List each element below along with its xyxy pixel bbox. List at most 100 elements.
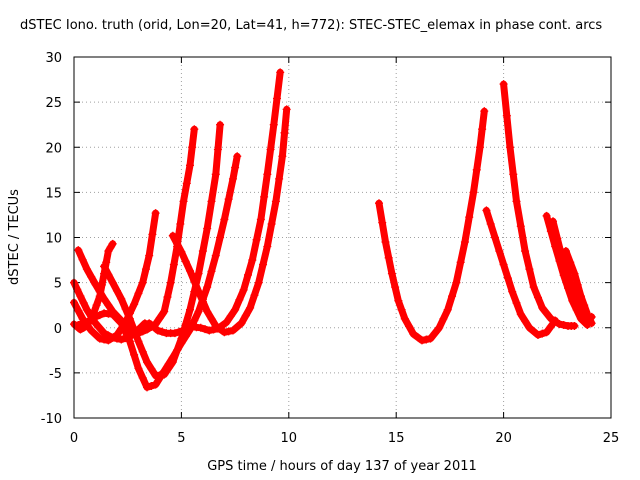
- data-point: [460, 238, 469, 247]
- data-point: [231, 163, 240, 172]
- data-point: [130, 350, 139, 359]
- series-6: [100, 120, 225, 380]
- data-point: [100, 262, 109, 271]
- data-point: [145, 319, 154, 328]
- data-point: [177, 247, 186, 256]
- data-point: [561, 265, 570, 274]
- data-point: [79, 298, 88, 307]
- data-point: [155, 313, 164, 322]
- data-point: [228, 174, 237, 183]
- data-point: [570, 269, 579, 278]
- x-axis-label: GPS time / hours of day 137 of year 2011: [207, 459, 477, 474]
- data-point: [74, 321, 83, 330]
- x-tick-label: 5: [177, 431, 185, 446]
- data-point: [141, 265, 150, 274]
- data-point: [542, 309, 551, 318]
- data-point: [375, 199, 384, 208]
- data-point: [216, 233, 225, 242]
- data-point: [185, 305, 194, 314]
- data-point: [231, 305, 240, 314]
- data-point: [138, 327, 147, 336]
- data-point: [173, 346, 182, 355]
- data-point: [211, 170, 220, 179]
- series-line: [375, 107, 488, 344]
- data-point: [224, 327, 233, 336]
- data-point: [183, 324, 192, 333]
- data-point: [211, 321, 220, 330]
- data-point: [166, 278, 175, 287]
- data-point: [177, 334, 186, 343]
- y-axis-label: dSTEC / TECUs: [7, 189, 22, 285]
- y-tick-label: -10: [41, 412, 62, 427]
- data-point: [182, 179, 191, 188]
- data-point: [91, 312, 100, 321]
- data-point: [211, 251, 220, 260]
- data-point: [190, 277, 199, 286]
- data-point: [278, 152, 287, 161]
- x-tick-label: 0: [70, 431, 78, 446]
- data-point: [104, 301, 113, 310]
- data-point: [188, 143, 197, 152]
- data-point: [269, 120, 278, 129]
- data-point: [112, 314, 121, 323]
- plot-frame: [73, 56, 612, 419]
- data-point: [148, 230, 157, 239]
- data-point: [573, 280, 582, 289]
- data-point: [405, 322, 414, 331]
- data-point: [387, 269, 396, 278]
- data-point: [263, 242, 272, 251]
- data-point: [381, 238, 390, 247]
- data-point: [216, 120, 225, 129]
- data-point: [553, 234, 562, 243]
- data-point: [207, 197, 216, 206]
- data-point: [228, 326, 237, 335]
- series-marks: [70, 68, 596, 392]
- data-point: [76, 292, 85, 301]
- y-tick-label: 0: [54, 322, 62, 337]
- data-point: [506, 143, 515, 152]
- data-point: [538, 329, 547, 338]
- data-point: [176, 219, 185, 228]
- data-point: [112, 286, 121, 295]
- data-point: [87, 315, 96, 324]
- data-point: [194, 287, 203, 296]
- data-point: [482, 206, 491, 215]
- data-point: [158, 327, 167, 336]
- data-point: [121, 304, 130, 313]
- data-point: [73, 285, 82, 294]
- data-point: [549, 217, 558, 226]
- data-point: [153, 326, 162, 335]
- x-tick-label: 20: [495, 431, 512, 446]
- data-point: [456, 258, 465, 267]
- data-point: [448, 292, 457, 301]
- data-point: [587, 319, 596, 328]
- data-point: [196, 323, 205, 332]
- data-point: [546, 322, 555, 331]
- data-point: [397, 305, 406, 314]
- data-point: [151, 380, 160, 389]
- data-point: [521, 316, 530, 325]
- data-point: [147, 364, 156, 373]
- data-point: [130, 300, 139, 309]
- data-point: [533, 293, 542, 302]
- data-point: [95, 334, 104, 343]
- data-point: [576, 292, 585, 301]
- x-tick-label: 25: [603, 431, 620, 446]
- data-point: [413, 333, 422, 342]
- data-point: [237, 319, 246, 328]
- data-point: [546, 314, 555, 323]
- data-point: [256, 215, 265, 224]
- data-point: [134, 289, 143, 298]
- data-point: [465, 213, 474, 222]
- data-point: [235, 295, 244, 304]
- data-point: [97, 280, 106, 289]
- data-point: [561, 247, 570, 256]
- data-point: [276, 68, 285, 77]
- data-point: [512, 197, 521, 206]
- data-point: [163, 293, 172, 302]
- data-point: [160, 370, 169, 379]
- series-10: [482, 206, 560, 339]
- data-point: [248, 256, 257, 265]
- data-point: [263, 170, 272, 179]
- x-tick-label: 15: [388, 431, 405, 446]
